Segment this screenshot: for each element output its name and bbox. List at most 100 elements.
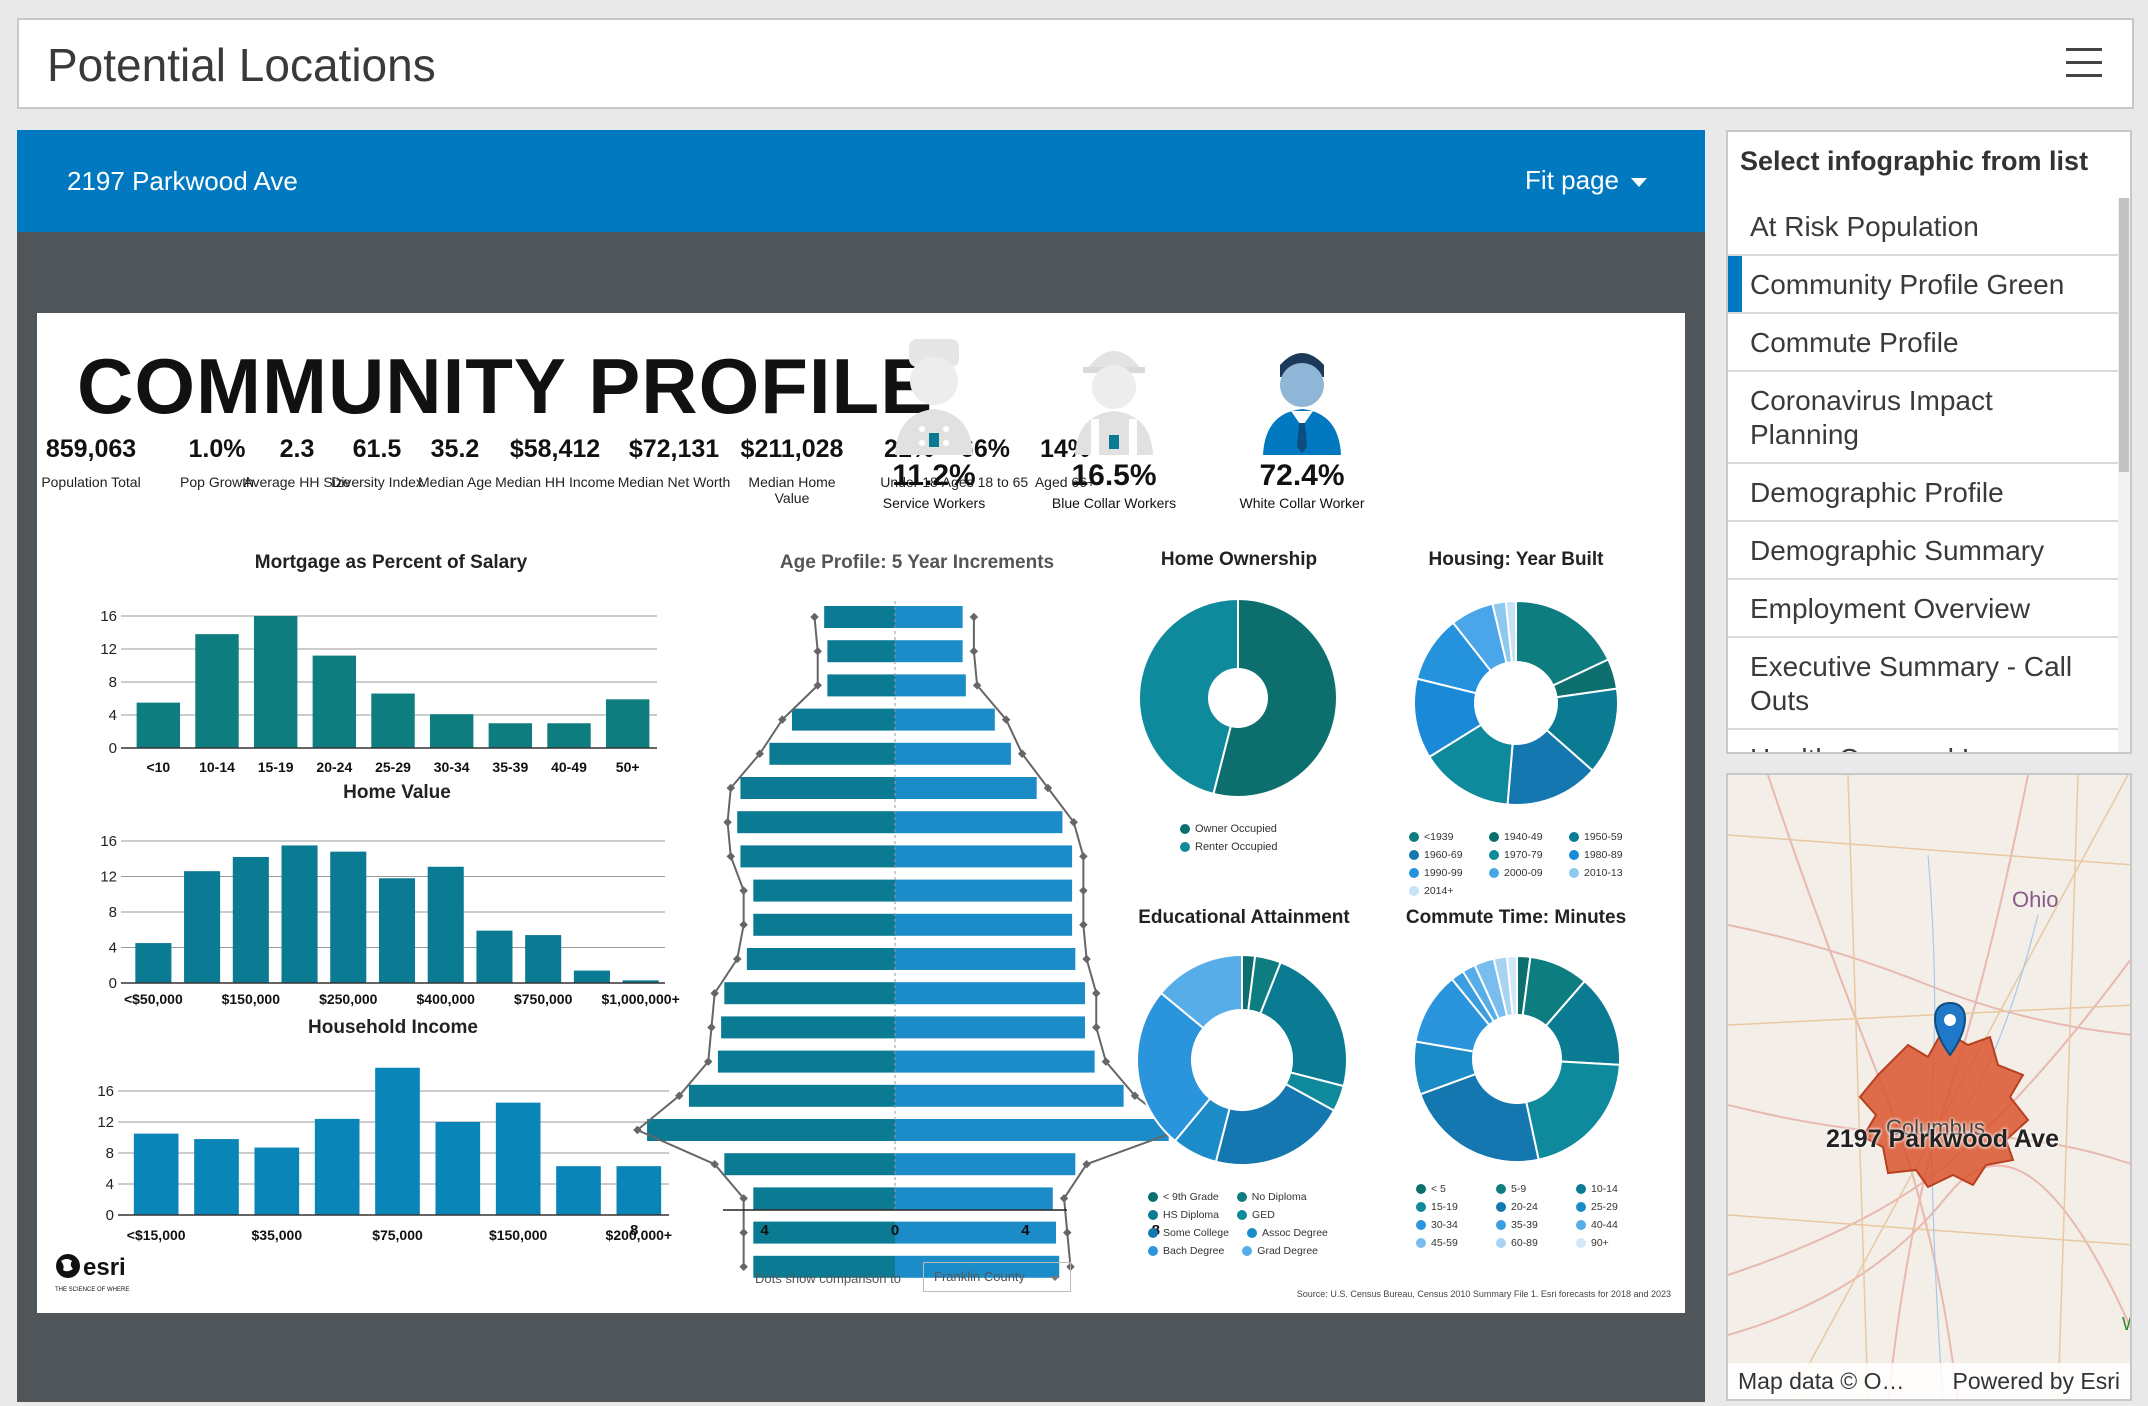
legend-swatch (1496, 1238, 1506, 1248)
x-tick-label: 30-34 (434, 759, 470, 775)
legend-swatch (1148, 1192, 1158, 1202)
list-item-label: At Risk Population (1750, 211, 1979, 242)
stat-9: 66% Ages 18 to 65 (925, 435, 1045, 490)
stat-2: 2.3 Average HH Size (237, 435, 357, 490)
comparison-dot (1059, 1194, 1069, 1203)
powered-by-esri[interactable]: Powered by Esri (1952, 1368, 2120, 1394)
legend-label: 35-39 (1511, 1219, 1538, 1231)
legend-swatch (1409, 832, 1419, 842)
x-tick-label: <10 (146, 759, 170, 775)
infographic-charts: 0 4 8 12 16 <10 10-14 15-19 20-24 25-29 30-34 35-39… (97, 597, 1621, 1278)
slice-7 (1159, 953, 1243, 1030)
legend-swatch (1236, 1192, 1247, 1202)
list-item-5[interactable]: Demographic Summary (1728, 522, 2118, 580)
pyramid-bar-left-7 (740, 845, 895, 868)
comparison-dot (813, 646, 822, 656)
list-item-3[interactable]: Coronavirus Impact Planning (1728, 372, 2118, 464)
legend-swatch (1496, 1220, 1506, 1230)
legend-swatch (1409, 886, 1419, 896)
pyramid-bar-left-8 (753, 879, 895, 902)
pyramid-bar-left-16 (724, 1153, 895, 1176)
list-item-6[interactable]: Employment Overview (1728, 580, 2118, 638)
list-item-7[interactable]: Executive Summary - Call Outs (1728, 638, 2118, 730)
slice-0 (1515, 599, 1610, 687)
stat-6: $72,131 Median Net Worth (614, 435, 734, 490)
legend-label: 90+ (1591, 1237, 1609, 1249)
comparison-dot (707, 1023, 716, 1032)
list-scrollbar[interactable] (2118, 198, 2130, 752)
list-item-0[interactable]: At Risk Population (1728, 198, 2118, 256)
fit-page-label: Fit page (1525, 165, 1619, 195)
fit-page-dropdown[interactable]: Fit page (1525, 165, 1647, 196)
legend-item: 1960-69 (1409, 849, 1471, 861)
caret-down-icon (1631, 177, 1647, 187)
map-canvas[interactable]: W (1728, 775, 2132, 1401)
chart-title-4: Home Ownership (1160, 549, 1318, 570)
bar-1 (184, 871, 221, 983)
list-item-2[interactable]: Commute Profile (1728, 314, 2118, 372)
legend-item: 25-29 (1576, 1201, 1638, 1213)
legend-label: 5-9 (1511, 1183, 1527, 1195)
legend-label: 15-19 (1431, 1201, 1458, 1213)
stat-value: 61.5 (352, 435, 402, 463)
legend-label: 60-89 (1511, 1237, 1538, 1249)
infographic-header: 2197 Parkwood Ave Fit page (17, 130, 1705, 232)
list-item-1[interactable]: Community Profile Green (1728, 256, 2118, 314)
menu-icon[interactable] (2066, 46, 2102, 80)
comparison-dot (1043, 783, 1053, 793)
bar-7 (547, 723, 591, 748)
legend-swatch (1148, 1210, 1158, 1220)
x-tick-label: $400,000 (417, 991, 476, 1007)
legend-swatch (1246, 1228, 1257, 1238)
stat-label: Under 18 (880, 474, 938, 490)
legend-swatch (1496, 1202, 1506, 1212)
legend-item: 1950-59 (1569, 831, 1631, 843)
esri-logo: esri THE SCIENCE OF WHERE (55, 1254, 129, 1293)
comparison-dot (739, 1194, 748, 1203)
x-tick-label: $150,000 (222, 991, 281, 1007)
legend-item: Renter Occupied (1180, 841, 1278, 853)
comparison-county-value: Franklin County (934, 1269, 1026, 1284)
legend-swatch (1489, 868, 1499, 878)
y-tick-label: 12 (97, 1114, 114, 1131)
comparison-dot (739, 1228, 748, 1237)
legend-item: 45-59 (1416, 1237, 1478, 1249)
worker-stat-2: 72.4% White Collar Worker (1212, 459, 1392, 511)
x-tick-label: $35,000 (252, 1227, 303, 1243)
map-data-attribution[interactable]: Map data © O… (1738, 1368, 1905, 1394)
comparison-county-select[interactable]: Franklin County (923, 1262, 1071, 1292)
scrollbar-thumb[interactable] (2119, 198, 2129, 472)
pyramid-bar-right-13 (895, 1050, 1095, 1073)
legend-5: <1939 1940-49 1950-59 1960-69 1970-79 1980-89… (1409, 831, 1631, 903)
pyramid-x-tick: 0 (891, 1222, 899, 1239)
list-item-4[interactable]: Demographic Profile (1728, 464, 2118, 522)
stat-label: Aged 66+ (1034, 474, 1096, 490)
stat-0: 859,063 Population Total (31, 435, 151, 490)
comparison-dot (703, 1057, 713, 1066)
bar-0 (136, 702, 181, 748)
x-tick-label: 40-49 (551, 759, 587, 775)
legend-item: 35-39 (1496, 1219, 1558, 1231)
stat-label: Average HH Size (243, 474, 351, 490)
stat-value: 1.0% (188, 435, 246, 463)
pyramid-bar-right-7 (895, 845, 1073, 868)
legend-item: <1939 (1409, 831, 1471, 843)
chart-title-7: Commute Time: Minutes (1405, 907, 1627, 928)
legend-label: 2014+ (1424, 885, 1454, 897)
pyramid-bar-right-18 (895, 1221, 1056, 1244)
pyramid-bar-left-10 (746, 948, 895, 970)
bar-6 (427, 866, 464, 983)
esri-logo-tagline: THE SCIENCE OF WHERE (55, 1287, 129, 1293)
legend-item: Grad Degree (1242, 1245, 1318, 1257)
map-location-name: 2197 Parkwood Ave (1826, 1125, 2059, 1153)
slice-11 (1505, 954, 1518, 1017)
address-title: 2197 Parkwood Ave (67, 166, 298, 196)
list-item-8[interactable]: Health Care and Insurance (1728, 730, 2118, 752)
comparison-dot (1079, 852, 1088, 861)
legend-swatch (1416, 1220, 1426, 1230)
pyramid-bar-left-12 (721, 1016, 895, 1039)
y-tick-label: 16 (100, 833, 117, 850)
comparison-dot (633, 1125, 642, 1135)
pyramid-bar-left-18 (753, 1221, 895, 1244)
